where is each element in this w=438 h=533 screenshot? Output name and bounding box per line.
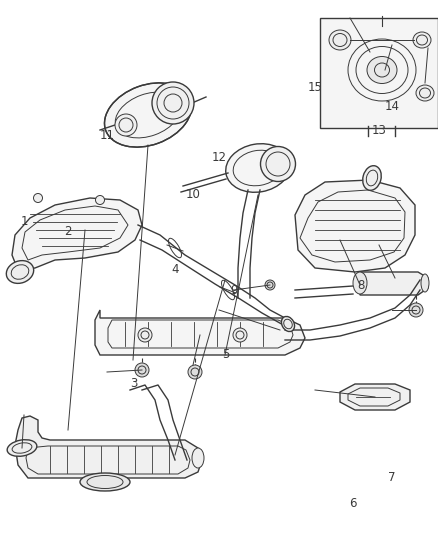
- Ellipse shape: [6, 261, 34, 284]
- Polygon shape: [295, 180, 415, 272]
- Ellipse shape: [226, 144, 290, 192]
- Ellipse shape: [421, 274, 429, 292]
- Ellipse shape: [367, 56, 397, 84]
- Ellipse shape: [33, 193, 42, 203]
- Polygon shape: [340, 384, 410, 410]
- Ellipse shape: [233, 328, 247, 342]
- Text: 3: 3: [130, 377, 137, 390]
- Polygon shape: [320, 18, 438, 128]
- Ellipse shape: [95, 196, 105, 205]
- Text: 15: 15: [308, 82, 323, 94]
- Text: 14: 14: [385, 100, 399, 113]
- Text: 4: 4: [171, 263, 179, 276]
- Ellipse shape: [261, 147, 296, 182]
- Text: 11: 11: [100, 130, 115, 142]
- Ellipse shape: [353, 272, 367, 294]
- Text: 9: 9: [230, 284, 238, 297]
- Polygon shape: [15, 416, 202, 478]
- Polygon shape: [360, 272, 428, 295]
- Polygon shape: [95, 310, 305, 355]
- Text: 2: 2: [64, 225, 72, 238]
- Text: 13: 13: [371, 124, 386, 137]
- Ellipse shape: [282, 317, 295, 332]
- Text: 8: 8: [358, 279, 365, 292]
- Ellipse shape: [413, 32, 431, 48]
- Ellipse shape: [409, 303, 423, 317]
- Ellipse shape: [80, 473, 130, 491]
- Ellipse shape: [152, 82, 194, 124]
- Ellipse shape: [7, 440, 37, 456]
- Ellipse shape: [192, 448, 204, 468]
- Text: 12: 12: [212, 151, 226, 164]
- Ellipse shape: [265, 280, 275, 290]
- Ellipse shape: [416, 85, 434, 101]
- Text: 6: 6: [349, 497, 357, 510]
- Polygon shape: [12, 198, 142, 270]
- Ellipse shape: [138, 328, 152, 342]
- Ellipse shape: [363, 166, 381, 190]
- Ellipse shape: [329, 30, 351, 50]
- Ellipse shape: [188, 365, 202, 379]
- Text: 1: 1: [20, 215, 28, 228]
- Ellipse shape: [135, 363, 149, 377]
- Text: 7: 7: [388, 471, 396, 483]
- Ellipse shape: [115, 114, 137, 136]
- Ellipse shape: [105, 83, 191, 147]
- Text: 10: 10: [185, 188, 200, 201]
- Text: 5: 5: [222, 348, 229, 361]
